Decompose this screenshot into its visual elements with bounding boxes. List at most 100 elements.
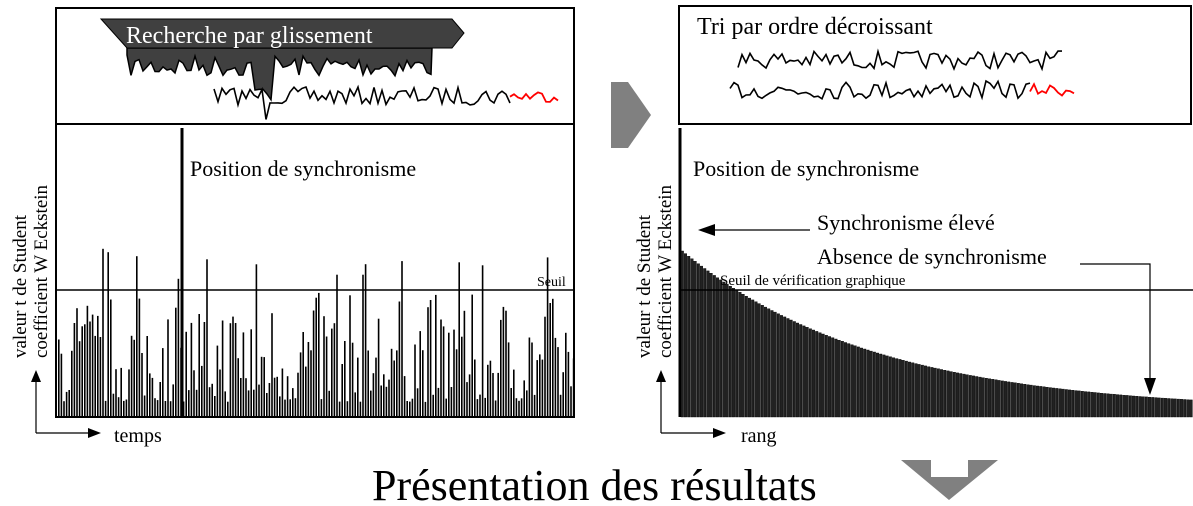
right-bar bbox=[828, 336, 832, 418]
left-bar bbox=[117, 397, 120, 417]
right-bar bbox=[837, 340, 841, 418]
left-bar bbox=[185, 331, 187, 417]
right-bar bbox=[773, 311, 777, 418]
left-bar bbox=[242, 332, 245, 417]
left-bar bbox=[549, 303, 551, 417]
left-bar bbox=[453, 329, 455, 417]
left-bar bbox=[273, 377, 276, 417]
right-bar bbox=[1176, 398, 1180, 418]
right-bar bbox=[904, 360, 908, 418]
right-bar bbox=[885, 355, 889, 418]
left-bar bbox=[328, 390, 330, 417]
left-bar bbox=[318, 292, 320, 417]
left-bar bbox=[344, 341, 346, 417]
left-bar bbox=[364, 264, 367, 417]
left-bar bbox=[71, 350, 73, 417]
left-bar bbox=[479, 394, 481, 417]
right-bar bbox=[908, 361, 912, 418]
left-bar bbox=[385, 386, 388, 417]
right-bar bbox=[888, 356, 892, 418]
left-bar bbox=[234, 323, 237, 417]
right-bar bbox=[754, 301, 758, 418]
right-bar bbox=[949, 371, 953, 418]
left-bar bbox=[312, 310, 315, 417]
right-bar bbox=[696, 263, 700, 418]
left-bar bbox=[195, 389, 198, 417]
left-bar bbox=[393, 360, 395, 417]
left-banner-text: Recherche par glissement bbox=[126, 23, 373, 49]
right-bar bbox=[1058, 388, 1062, 418]
left-bar bbox=[463, 310, 466, 417]
left-bar bbox=[380, 385, 382, 417]
left-bar bbox=[435, 294, 437, 417]
left-bar bbox=[63, 401, 65, 417]
right-bar bbox=[680, 250, 684, 418]
right-bar bbox=[1055, 388, 1059, 418]
left-bar bbox=[156, 400, 159, 417]
left-bar bbox=[86, 305, 89, 417]
right-bar bbox=[764, 306, 768, 418]
left-threshold-label: Seuil bbox=[537, 275, 566, 290]
right-bar bbox=[712, 275, 716, 418]
right-bar bbox=[1061, 388, 1065, 418]
left-bar bbox=[271, 313, 273, 417]
right-bar bbox=[1013, 382, 1017, 418]
left-bar bbox=[120, 367, 122, 417]
left-bar bbox=[229, 323, 232, 417]
left-bar bbox=[193, 370, 195, 417]
left-bar bbox=[502, 306, 505, 417]
left-bar bbox=[458, 262, 460, 417]
right-bar bbox=[1160, 397, 1164, 418]
right-bar bbox=[984, 378, 988, 418]
left-bar bbox=[372, 373, 375, 417]
left-bar bbox=[110, 299, 112, 417]
left-bar bbox=[526, 390, 528, 417]
right-bar bbox=[1106, 393, 1110, 418]
right-bar bbox=[898, 359, 902, 418]
left-bar bbox=[91, 314, 94, 417]
right-bar bbox=[783, 316, 787, 418]
left-bar bbox=[128, 369, 130, 417]
high-sync-arrowhead-icon bbox=[698, 224, 715, 236]
left-bar bbox=[570, 386, 572, 417]
right-bar bbox=[728, 286, 732, 418]
right-bar bbox=[812, 329, 816, 418]
right-bar bbox=[1141, 396, 1145, 418]
left-bar bbox=[367, 350, 369, 417]
left-bar bbox=[294, 398, 297, 417]
left-bar bbox=[567, 351, 570, 417]
left-bar bbox=[487, 364, 489, 417]
right-bar bbox=[1087, 391, 1091, 418]
left-bar bbox=[484, 397, 486, 417]
right-bar bbox=[975, 376, 979, 418]
right-bar bbox=[716, 277, 720, 418]
left-bar bbox=[354, 392, 356, 417]
left-bar bbox=[315, 297, 317, 417]
left-bar bbox=[497, 372, 499, 417]
left-bar bbox=[565, 332, 567, 417]
left-bar bbox=[279, 396, 281, 417]
left-bar bbox=[276, 376, 278, 417]
left-bar bbox=[94, 335, 96, 417]
right-bar bbox=[1167, 398, 1171, 418]
right-bar bbox=[824, 335, 828, 418]
right-bar bbox=[1173, 398, 1177, 418]
left-bar bbox=[432, 394, 434, 417]
right-sync-label: Position de synchronisme bbox=[693, 156, 919, 181]
right-bar bbox=[853, 345, 857, 418]
right-bar bbox=[911, 362, 915, 418]
right-bar bbox=[1154, 397, 1158, 418]
right-bar bbox=[780, 315, 784, 418]
left-bar bbox=[104, 400, 107, 417]
right-top-frame bbox=[678, 5, 1192, 125]
left-bar bbox=[554, 337, 557, 417]
right-bar bbox=[808, 328, 812, 418]
footer-title: Présentation des résultats bbox=[372, 461, 817, 506]
left-bar bbox=[138, 298, 141, 417]
right-threshold-label: Seuil de vérification graphique bbox=[720, 273, 906, 289]
right-bar bbox=[1020, 383, 1024, 418]
left-bar bbox=[492, 373, 494, 417]
right-bar bbox=[994, 379, 998, 418]
left-bar bbox=[125, 399, 128, 417]
right-bar bbox=[882, 354, 886, 418]
